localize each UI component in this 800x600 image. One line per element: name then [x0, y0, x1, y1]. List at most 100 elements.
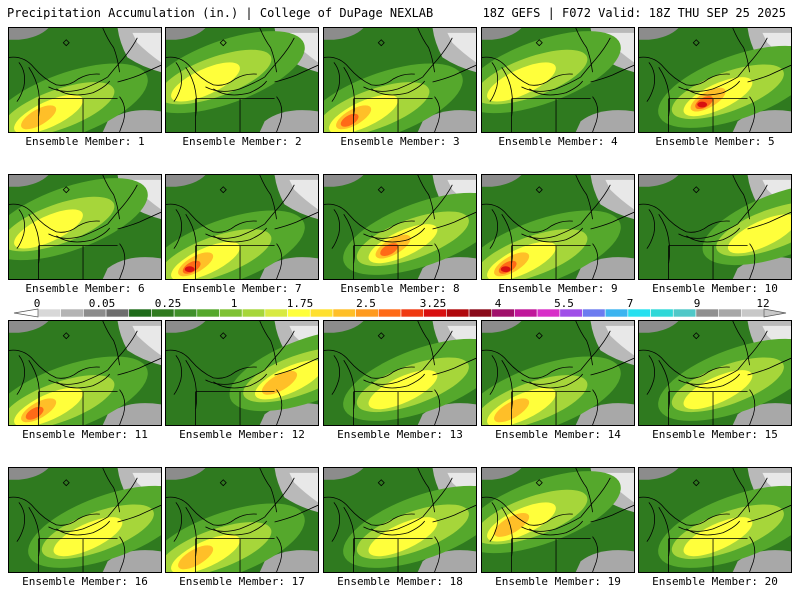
colorbar-swatch — [173, 308, 198, 318]
map-boundaries-13 — [324, 321, 476, 425]
colorbar-swatch — [468, 308, 493, 318]
ensemble-map-6 — [8, 174, 162, 280]
precip-field-8 — [324, 175, 476, 279]
ensemble-map-5 — [638, 27, 792, 133]
map-boundaries-4 — [482, 28, 634, 132]
ensemble-member-caption: Ensemble Member: 3 — [340, 135, 460, 148]
ensemble-map-18 — [323, 467, 477, 573]
colorbar-swatch — [741, 308, 765, 318]
map-boundaries-10 — [639, 175, 791, 279]
ensemble-map-19 — [481, 467, 635, 573]
precip-field-17 — [166, 468, 318, 572]
precip-field-10 — [639, 175, 791, 279]
ensemble-member-caption: Ensemble Member: 5 — [655, 135, 775, 148]
ensemble-map-12 — [165, 320, 319, 426]
colorbar-tick-label: 7 — [626, 297, 634, 310]
colorbar-swatch — [60, 308, 84, 318]
ensemble-member-caption: Ensemble Member: 2 — [182, 135, 302, 148]
colorbar-swatch — [672, 308, 697, 318]
map-boundaries-14 — [482, 321, 634, 425]
precip-field-12 — [166, 321, 318, 425]
colorbar-swatch — [219, 308, 243, 318]
ensemble-member-caption: Ensemble Member: 18 — [337, 575, 463, 588]
ensemble-member-caption: Ensemble Member: 16 — [22, 575, 148, 588]
colorbar-swatch — [400, 308, 424, 318]
ensemble-member-caption: Ensemble Member: 17 — [179, 575, 305, 588]
ensemble-member-caption: Ensemble Member: 11 — [22, 428, 148, 441]
ensemble-map-15 — [638, 320, 792, 426]
ensemble-member-caption: Ensemble Member: 7 — [182, 282, 302, 295]
colorbar-swatch — [287, 308, 311, 318]
ensemble-map-10 — [638, 174, 792, 280]
ensemble-map-11 — [8, 320, 162, 426]
map-boundaries-3 — [324, 28, 476, 132]
colorbar-swatch — [128, 308, 152, 318]
precip-field-2 — [166, 28, 318, 132]
ensemble-map-16 — [8, 467, 162, 573]
ensemble-member-caption: Ensemble Member: 12 — [179, 428, 305, 441]
ensemble-member-caption: Ensemble Member: 4 — [498, 135, 618, 148]
colorbar-tick-label: 1 — [230, 297, 238, 310]
ensemble-map-9 — [481, 174, 635, 280]
colorbar-swatch — [718, 308, 742, 318]
colorbar-tick-label: 0.25 — [154, 297, 182, 310]
colorbar-swatch — [582, 308, 606, 318]
colorbar-swatch — [378, 308, 402, 318]
colorbar-swatch — [332, 308, 356, 318]
precip-field-1 — [9, 28, 161, 132]
colorbar-swatch — [536, 308, 561, 318]
ensemble-map-14 — [481, 320, 635, 426]
colorbar-swatch — [355, 308, 379, 318]
colorbar-swatch — [151, 308, 175, 318]
colorbar-tick-label: 0.05 — [88, 297, 116, 310]
map-boundaries-7 — [166, 175, 318, 279]
ensemble-member-caption: Ensemble Member: 10 — [652, 282, 778, 295]
precip-colorbar — [13, 308, 787, 318]
colorbar-tick-label: 3.25 — [419, 297, 447, 310]
ensemble-map-2 — [165, 27, 319, 133]
colorbar-swatch — [650, 308, 674, 318]
ensemble-map-3 — [323, 27, 477, 133]
colorbar-swatch — [196, 308, 220, 318]
ensemble-map-17 — [165, 467, 319, 573]
map-boundaries-6 — [9, 175, 161, 279]
colorbar-swatch — [627, 308, 651, 318]
colorbar-tick-label: 9 — [693, 297, 701, 310]
precip-field-20 — [639, 468, 791, 572]
colorbar-swatch — [514, 308, 538, 318]
ensemble-map-20 — [638, 467, 792, 573]
precip-field-9 — [482, 175, 634, 279]
ensemble-member-caption: Ensemble Member: 9 — [498, 282, 618, 295]
colorbar-swatch — [105, 308, 130, 318]
ensemble-map-7 — [165, 174, 319, 280]
header-valid-time: 18Z GEFS | F072 Valid: 18Z THU SEP 25 20… — [482, 6, 786, 20]
map-boundaries-19 — [482, 468, 634, 572]
precip-field-16 — [9, 468, 161, 572]
colorbar-swatch — [309, 308, 334, 318]
colorbar-tick-label: 5.5 — [554, 297, 574, 310]
colorbar-tick-label: 4 — [494, 297, 502, 310]
map-boundaries-11 — [9, 321, 161, 425]
colorbar-swatch — [264, 308, 288, 318]
precip-field-18 — [324, 468, 476, 572]
colorbar-right-arrow — [763, 308, 787, 318]
colorbar-swatch — [241, 308, 266, 318]
map-boundaries-20 — [639, 468, 791, 572]
colorbar-swatch — [446, 308, 470, 318]
precip-field-19 — [482, 468, 634, 572]
map-boundaries-16 — [9, 468, 161, 572]
colorbar-left-arrow — [13, 308, 39, 318]
precip-field-3 — [324, 28, 476, 132]
colorbar-swatch — [423, 308, 447, 318]
colorbar-swatch — [37, 308, 61, 318]
colorbar-tick-label: 2.5 — [356, 297, 376, 310]
ensemble-member-caption: Ensemble Member: 8 — [340, 282, 460, 295]
ensemble-member-caption: Ensemble Member: 14 — [495, 428, 621, 441]
map-boundaries-12 — [166, 321, 318, 425]
colorbar-swatch — [604, 308, 629, 318]
map-boundaries-9 — [482, 175, 634, 279]
header-title: Precipitation Accumulation (in.) | Colle… — [7, 6, 434, 20]
precip-field-4 — [482, 28, 634, 132]
ensemble-member-caption: Ensemble Member: 13 — [337, 428, 463, 441]
ensemble-member-caption: Ensemble Member: 15 — [652, 428, 778, 441]
